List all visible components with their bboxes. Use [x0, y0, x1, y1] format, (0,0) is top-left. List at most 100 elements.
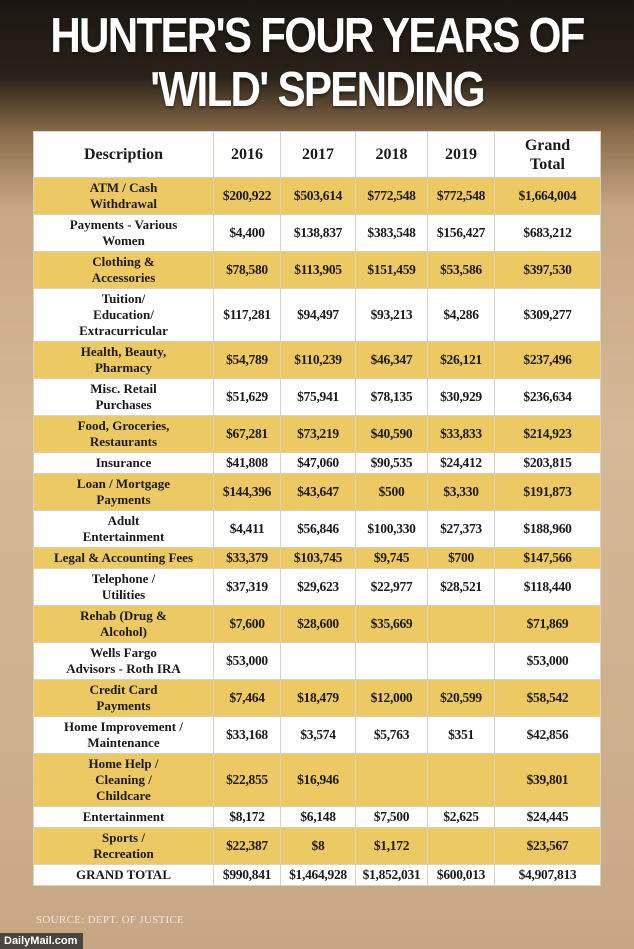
cell-description: Food, Groceries, Restaurants: [33, 415, 214, 453]
cell-description: Tuition/ Education/ Extracurricular: [33, 288, 214, 342]
cell-grand-total: $236,634: [494, 378, 601, 416]
cell-2016: $4,400: [213, 214, 281, 252]
cell-description: Sports / Recreation: [33, 827, 214, 865]
header-2019: 2019: [427, 131, 495, 178]
cell-grand-total: $42,856: [494, 716, 601, 754]
cell-2017: $103,745: [280, 547, 356, 569]
cell-grand-total: $4,907,813: [494, 864, 601, 886]
table-row: Health, Beauty, Pharmacy $54,789 $110,239 $…: [33, 341, 601, 379]
cell-grand-total: $237,496: [494, 341, 601, 379]
cell-description: Entertainment: [33, 806, 214, 828]
cell-2019: $27,373: [427, 510, 495, 548]
cell-description: Legal & Accounting Fees: [33, 547, 214, 569]
table-row: Misc. Retail Purchases $51,629 $75,941 $78,…: [33, 378, 601, 416]
cell-description: Insurance: [33, 452, 214, 474]
cell-2019: $20,599: [427, 679, 495, 717]
table-row: Wells Fargo Advisors - Roth IRA $53,000 $5…: [33, 642, 601, 680]
cell-2016: $22,855: [213, 753, 281, 807]
cell-2019: [427, 642, 495, 680]
cell-2016: $8,172: [213, 806, 281, 828]
table-row: Telephone / Utilities $37,319 $29,623 $22,9…: [33, 568, 601, 606]
cell-2017: $110,239: [280, 341, 356, 379]
table-row: Tuition/ Education/ Extracurricular $117,…: [33, 288, 601, 342]
cell-2017: $75,941: [280, 378, 356, 416]
cell-description: Telephone / Utilities: [33, 568, 214, 606]
cell-2017: $8: [280, 827, 356, 865]
cell-2019: $772,548: [427, 177, 495, 215]
cell-2019: $351: [427, 716, 495, 754]
cell-2016: $144,396: [213, 473, 281, 511]
cell-2016: $990,841: [213, 864, 281, 886]
table-row: Loan / Mortgage Payments $144,396 $43,647 $…: [33, 473, 601, 511]
cell-2017: $6,148: [280, 806, 356, 828]
cell-2018: $100,330: [355, 510, 428, 548]
cell-2017: $3,574: [280, 716, 356, 754]
cell-grand-total: $147,566: [494, 547, 601, 569]
cell-description: Payments - Various Women: [33, 214, 214, 252]
cell-grand-total: $309,277: [494, 288, 601, 342]
cell-grand-total: $71,869: [494, 605, 601, 643]
cell-2016: $67,281: [213, 415, 281, 453]
cell-2017: $18,479: [280, 679, 356, 717]
table-row: Sports / Recreation $22,387 $8 $1,172 $23,56…: [33, 827, 601, 865]
cell-2017: $28,600: [280, 605, 356, 643]
cell-2018: $383,548: [355, 214, 428, 252]
cell-2018: $93,213: [355, 288, 428, 342]
cell-2018: $78,135: [355, 378, 428, 416]
table-row: Food, Groceries, Restaurants $67,281 $73,2…: [33, 415, 601, 453]
cell-description: Clothing & Accessories: [33, 251, 214, 289]
cell-2018: [355, 642, 428, 680]
cell-2016: $51,629: [213, 378, 281, 416]
cell-description: Rehab (Drug & Alcohol): [33, 605, 214, 643]
cell-grand-total: $203,815: [494, 452, 601, 474]
cell-2019: $4,286: [427, 288, 495, 342]
table-row: Adult Entertainment $4,411 $56,846 $100,330…: [33, 510, 601, 548]
cell-2017: $94,497: [280, 288, 356, 342]
cell-description: GRAND TOTAL: [33, 864, 214, 886]
table-row: Credit Card Payments $7,464 $18,479 $12,000…: [33, 679, 601, 717]
cell-2019: [427, 753, 495, 807]
cell-2018: $1,852,031: [355, 864, 428, 886]
cell-2017: $16,946: [280, 753, 356, 807]
cell-2018: $22,977: [355, 568, 428, 606]
spending-table: Description 2016 2017 2018 2019 Grand To…: [33, 131, 601, 886]
cell-2017: $43,647: [280, 473, 356, 511]
cell-grand-total: $39,801: [494, 753, 601, 807]
cell-2016: $22,387: [213, 827, 281, 865]
headline-line-2: 'WILD' SPENDING: [150, 63, 485, 117]
cell-2019: $30,929: [427, 378, 495, 416]
cell-2017: $47,060: [280, 452, 356, 474]
table-row: ATM / Cash Withdrawal $200,922 $503,614 $77…: [33, 177, 601, 215]
cell-grand-total: $53,000: [494, 642, 601, 680]
cell-2019: $26,121: [427, 341, 495, 379]
cell-2017: $56,846: [280, 510, 356, 548]
header-grand-total: Grand Total: [494, 131, 601, 178]
cell-2019: [427, 605, 495, 643]
cell-2016: $7,464: [213, 679, 281, 717]
cell-2019: $156,427: [427, 214, 495, 252]
cell-2019: $24,412: [427, 452, 495, 474]
header-2018: 2018: [355, 131, 428, 178]
table-row: Rehab (Drug & Alcohol) $7,600 $28,600 $35,6…: [33, 605, 601, 643]
cell-2018: $90,535: [355, 452, 428, 474]
table-row: Clothing & Accessories $78,580 $113,905 $15…: [33, 251, 601, 289]
cell-2018: $772,548: [355, 177, 428, 215]
cell-grand-total: $214,923: [494, 415, 601, 453]
dailymail-logo: DailyMail.com: [0, 933, 84, 949]
cell-2017: [280, 642, 356, 680]
header-2017: 2017: [280, 131, 356, 178]
cell-2016: $53,000: [213, 642, 281, 680]
table-row: Home Help / Cleaning / Childcare $22,855 $…: [33, 753, 601, 807]
cell-2017: $503,614: [280, 177, 356, 215]
cell-description: Wells Fargo Advisors - Roth IRA: [33, 642, 214, 680]
cell-2018: $500: [355, 473, 428, 511]
cell-2019: $600,013: [427, 864, 495, 886]
header-row: Description 2016 2017 2018 2019 Grand To…: [33, 131, 601, 178]
grand-total-row: GRAND TOTAL $990,841 $1,464,928 $1,852,031 $…: [33, 864, 601, 886]
cell-2017: $138,837: [280, 214, 356, 252]
cell-grand-total: $24,445: [494, 806, 601, 828]
cell-2019: $3,330: [427, 473, 495, 511]
cell-description: Adult Entertainment: [33, 510, 214, 548]
cell-2019: $28,521: [427, 568, 495, 606]
cell-2018: $5,763: [355, 716, 428, 754]
